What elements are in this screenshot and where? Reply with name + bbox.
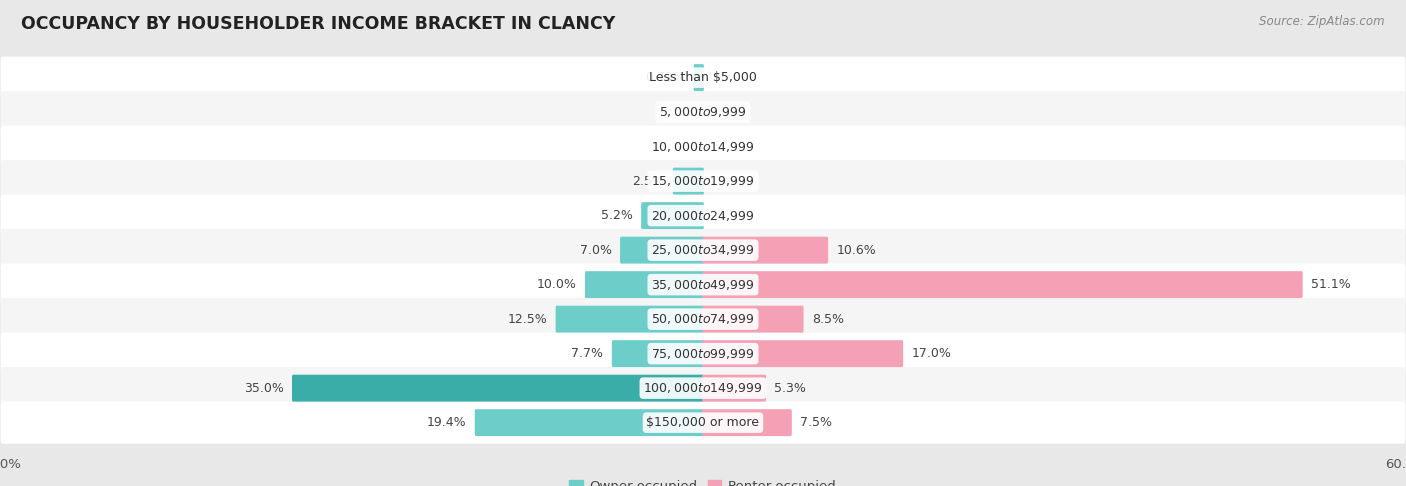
Text: $5,000 to $9,999: $5,000 to $9,999 (659, 105, 747, 119)
Text: Source: ZipAtlas.com: Source: ZipAtlas.com (1260, 15, 1385, 28)
Text: 7.5%: 7.5% (800, 416, 832, 429)
Text: OCCUPANCY BY HOUSEHOLDER INCOME BRACKET IN CLANCY: OCCUPANCY BY HOUSEHOLDER INCOME BRACKET … (21, 15, 616, 33)
FancyBboxPatch shape (0, 160, 1406, 202)
Text: 8.5%: 8.5% (813, 312, 844, 326)
FancyBboxPatch shape (702, 271, 1303, 298)
Text: Less than $5,000: Less than $5,000 (650, 71, 756, 84)
Text: 17.0%: 17.0% (911, 347, 952, 360)
Text: 10.0%: 10.0% (537, 278, 576, 291)
Text: 2.5%: 2.5% (633, 174, 665, 188)
Text: 35.0%: 35.0% (243, 382, 284, 395)
FancyBboxPatch shape (0, 194, 1406, 237)
Text: 12.5%: 12.5% (508, 312, 547, 326)
FancyBboxPatch shape (0, 401, 1406, 444)
Text: $75,000 to $99,999: $75,000 to $99,999 (651, 347, 755, 361)
FancyBboxPatch shape (0, 91, 1406, 133)
Text: $50,000 to $74,999: $50,000 to $74,999 (651, 312, 755, 326)
FancyBboxPatch shape (702, 237, 828, 263)
Text: $25,000 to $34,999: $25,000 to $34,999 (651, 243, 755, 257)
FancyBboxPatch shape (292, 375, 704, 401)
Text: 19.4%: 19.4% (426, 416, 467, 429)
FancyBboxPatch shape (0, 263, 1406, 306)
FancyBboxPatch shape (620, 237, 704, 263)
Legend: Owner-occupied, Renter-occupied: Owner-occupied, Renter-occupied (569, 480, 837, 486)
FancyBboxPatch shape (585, 271, 704, 298)
FancyBboxPatch shape (555, 306, 704, 332)
Text: 7.0%: 7.0% (579, 243, 612, 257)
FancyBboxPatch shape (0, 229, 1406, 271)
FancyBboxPatch shape (702, 306, 804, 332)
Text: $15,000 to $19,999: $15,000 to $19,999 (651, 174, 755, 188)
FancyBboxPatch shape (641, 202, 704, 229)
Text: 51.1%: 51.1% (1312, 278, 1351, 291)
Text: $10,000 to $14,999: $10,000 to $14,999 (651, 139, 755, 154)
FancyBboxPatch shape (475, 409, 704, 436)
FancyBboxPatch shape (612, 340, 704, 367)
Text: $150,000 or more: $150,000 or more (647, 416, 759, 429)
FancyBboxPatch shape (702, 375, 766, 401)
Text: $35,000 to $49,999: $35,000 to $49,999 (651, 278, 755, 292)
Text: 5.3%: 5.3% (775, 382, 807, 395)
Text: 0.72%: 0.72% (645, 71, 685, 84)
FancyBboxPatch shape (0, 298, 1406, 340)
FancyBboxPatch shape (0, 125, 1406, 168)
Text: 5.2%: 5.2% (600, 209, 633, 222)
FancyBboxPatch shape (702, 409, 792, 436)
FancyBboxPatch shape (0, 367, 1406, 409)
FancyBboxPatch shape (702, 340, 903, 367)
FancyBboxPatch shape (0, 332, 1406, 375)
FancyBboxPatch shape (0, 56, 1406, 99)
Text: $100,000 to $149,999: $100,000 to $149,999 (644, 381, 762, 395)
Text: $20,000 to $24,999: $20,000 to $24,999 (651, 208, 755, 223)
FancyBboxPatch shape (672, 168, 704, 194)
FancyBboxPatch shape (693, 64, 704, 91)
Text: 10.6%: 10.6% (837, 243, 876, 257)
Text: 7.7%: 7.7% (571, 347, 603, 360)
